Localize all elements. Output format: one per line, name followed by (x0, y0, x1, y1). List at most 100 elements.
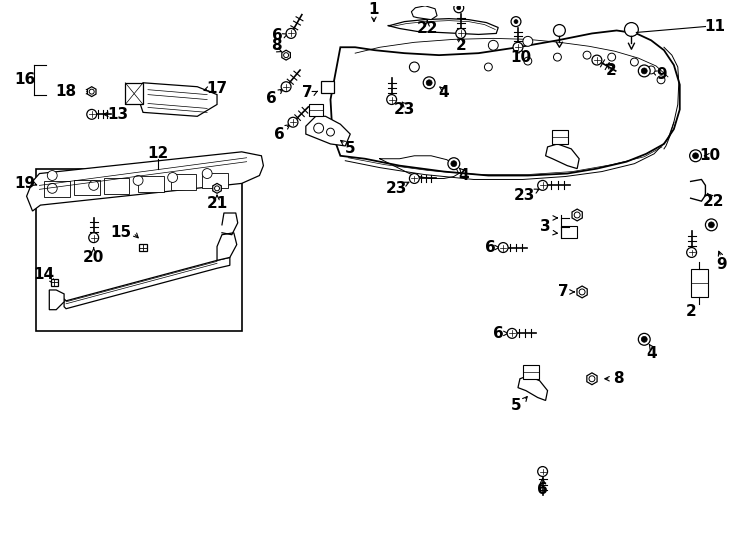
Bar (562, 226, 577, 238)
Text: 5: 5 (511, 398, 521, 413)
Circle shape (608, 53, 616, 61)
Bar (37, 168, 241, 332)
Circle shape (524, 57, 531, 65)
Text: 4: 4 (646, 346, 656, 361)
Circle shape (456, 29, 465, 38)
Bar (74, 180, 100, 195)
Circle shape (283, 53, 288, 58)
Text: 23: 23 (386, 181, 407, 196)
Circle shape (313, 123, 324, 133)
Text: 1: 1 (368, 2, 379, 17)
Polygon shape (309, 104, 323, 116)
Text: 2: 2 (686, 304, 696, 319)
Circle shape (281, 82, 291, 92)
Circle shape (690, 150, 702, 161)
Circle shape (410, 173, 419, 184)
Polygon shape (572, 209, 582, 221)
Polygon shape (217, 233, 237, 260)
Text: 6: 6 (485, 240, 495, 255)
Polygon shape (518, 376, 548, 401)
Polygon shape (282, 50, 291, 60)
Text: 6: 6 (493, 326, 504, 341)
Polygon shape (49, 290, 64, 310)
Circle shape (133, 176, 143, 185)
Circle shape (203, 168, 212, 179)
Text: 10: 10 (510, 50, 531, 65)
Circle shape (511, 17, 521, 26)
Text: 21: 21 (206, 195, 228, 211)
Bar (321, 81, 335, 93)
Text: 10: 10 (700, 148, 721, 163)
Circle shape (553, 53, 562, 61)
Circle shape (214, 186, 219, 191)
Text: 6: 6 (272, 28, 283, 43)
Text: 18: 18 (56, 84, 76, 99)
Circle shape (89, 180, 98, 190)
Text: 13: 13 (108, 107, 129, 122)
Circle shape (167, 173, 178, 183)
Bar (691, 269, 708, 297)
Circle shape (574, 212, 580, 218)
Circle shape (687, 247, 697, 258)
Circle shape (589, 376, 595, 382)
Text: 5: 5 (345, 141, 355, 157)
Bar (51, 279, 58, 286)
Circle shape (513, 42, 523, 52)
Text: 4: 4 (439, 85, 449, 100)
Circle shape (484, 63, 493, 71)
Circle shape (639, 333, 650, 345)
Text: 7: 7 (558, 285, 569, 300)
Bar (523, 365, 539, 379)
Circle shape (583, 51, 591, 59)
Circle shape (87, 110, 97, 119)
Circle shape (642, 68, 647, 74)
Text: 6: 6 (274, 126, 285, 141)
Text: 11: 11 (705, 19, 726, 34)
Text: 3: 3 (540, 219, 551, 234)
Polygon shape (138, 83, 217, 116)
Text: 9: 9 (657, 68, 667, 83)
Text: 22: 22 (416, 21, 438, 36)
Text: 16: 16 (14, 72, 35, 87)
Circle shape (327, 128, 335, 136)
Circle shape (424, 77, 435, 89)
Text: 6: 6 (537, 482, 548, 497)
Polygon shape (126, 83, 143, 104)
Circle shape (657, 76, 665, 84)
Text: 19: 19 (14, 176, 35, 191)
Polygon shape (306, 116, 350, 146)
Circle shape (90, 89, 94, 94)
Polygon shape (587, 373, 597, 384)
Text: 23: 23 (394, 102, 415, 117)
Circle shape (498, 242, 508, 253)
Text: 2: 2 (455, 38, 466, 53)
Circle shape (426, 80, 432, 86)
Text: 9: 9 (716, 257, 727, 272)
Text: 22: 22 (702, 194, 724, 208)
Circle shape (47, 171, 57, 180)
Circle shape (89, 233, 98, 242)
Bar (139, 244, 147, 252)
Polygon shape (213, 184, 221, 193)
Text: 17: 17 (206, 81, 228, 96)
Circle shape (642, 336, 647, 342)
Circle shape (693, 153, 699, 159)
Circle shape (451, 161, 457, 167)
Text: 20: 20 (83, 250, 104, 265)
Circle shape (457, 6, 461, 10)
Circle shape (708, 222, 714, 228)
Polygon shape (577, 286, 587, 298)
Circle shape (631, 58, 639, 66)
Bar (170, 174, 196, 190)
Circle shape (454, 3, 464, 13)
Circle shape (448, 158, 459, 170)
Circle shape (625, 23, 639, 36)
Circle shape (488, 40, 498, 50)
Polygon shape (411, 6, 437, 19)
Text: 6: 6 (266, 91, 277, 106)
Circle shape (286, 29, 296, 38)
Polygon shape (545, 144, 579, 168)
Polygon shape (330, 30, 680, 176)
Bar (44, 181, 70, 197)
Polygon shape (26, 152, 264, 211)
